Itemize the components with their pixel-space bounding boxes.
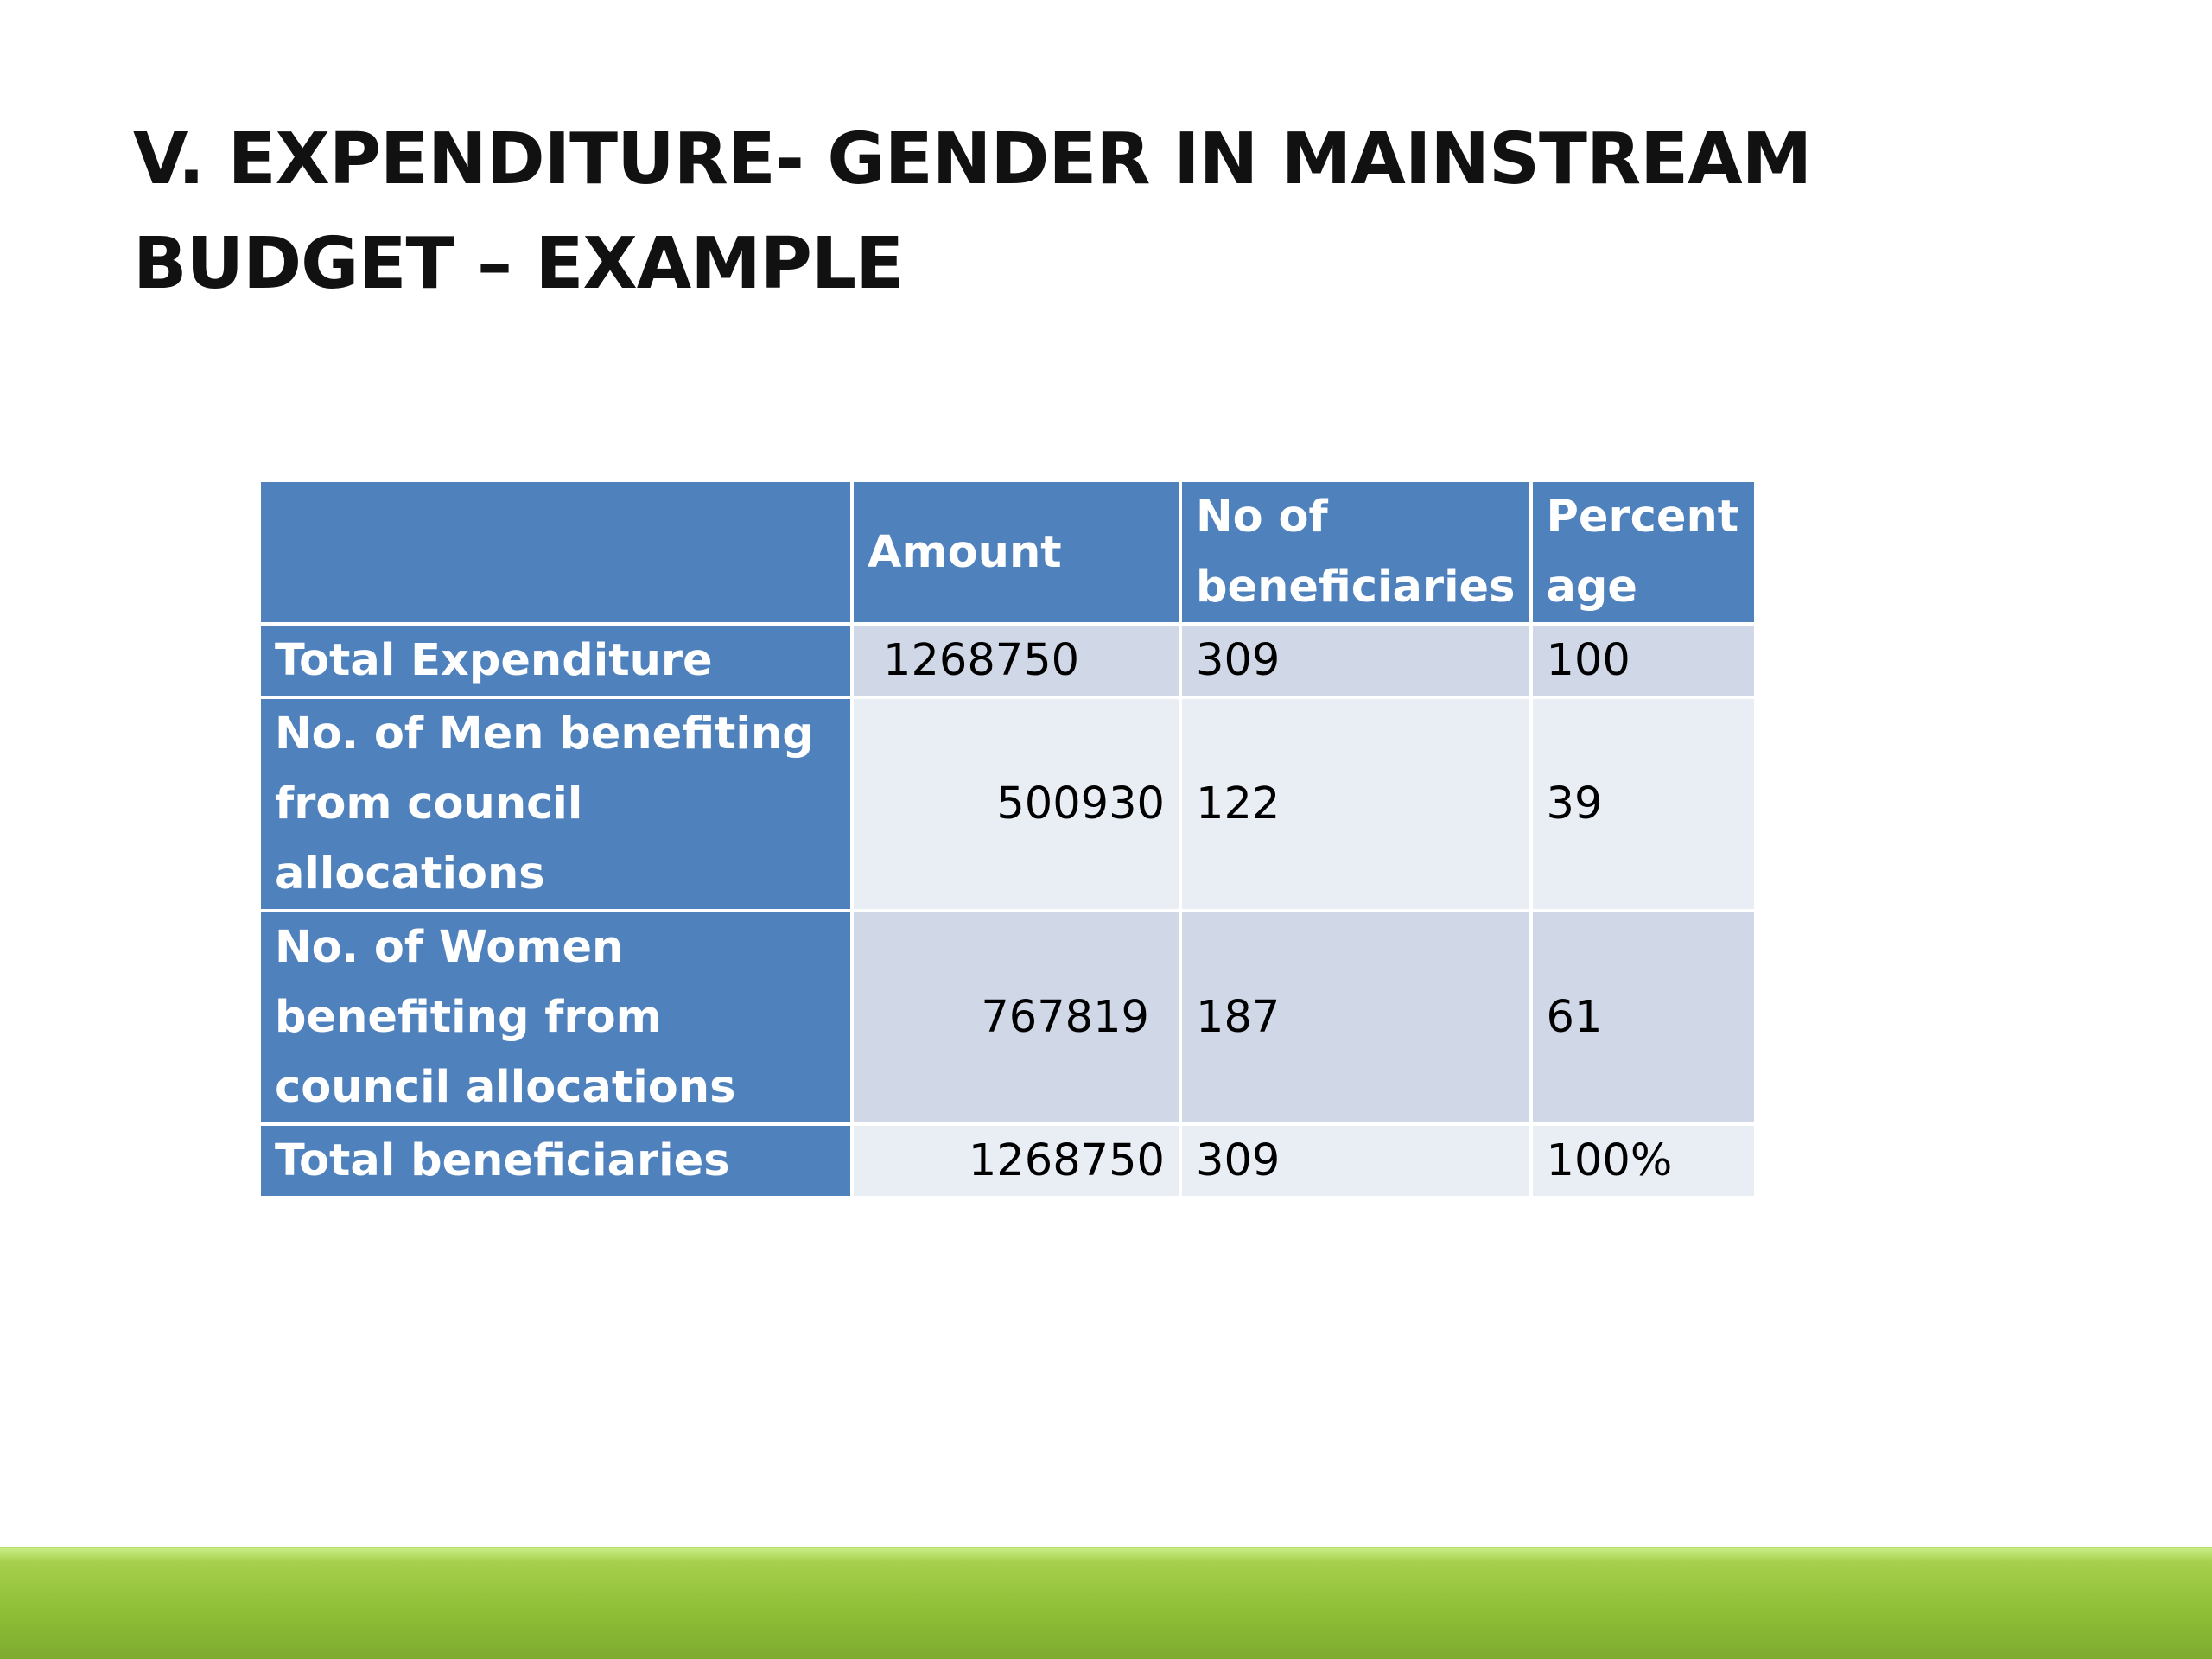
row-label: Total Expenditure [257, 622, 854, 699]
table-row: Total beneficiaries 1268750 309 100% [257, 1122, 1758, 1199]
cell-beneficiaries: 122 [1179, 696, 1533, 912]
table-row: No. of Men benefiting from council alloc… [257, 696, 1758, 912]
cell-beneficiaries: 309 [1179, 622, 1533, 699]
cell-beneficiaries: 187 [1179, 909, 1533, 1126]
header-beneficiaries: No of beneficiaries [1179, 479, 1533, 626]
cell-beneficiaries: 309 [1179, 1122, 1533, 1199]
table-header-row: Amount No of beneficiaries Percent age [257, 479, 1758, 626]
footer-bar [0, 1547, 2212, 1659]
cell-amount: 1268750 [850, 1122, 1182, 1199]
table-row: No. of Women benefiting from council all… [257, 909, 1758, 1126]
expenditure-table: Amount No of beneficiaries Percent age T… [257, 479, 1758, 1199]
cell-percentage: 100 [1529, 622, 1758, 699]
cell-percentage: 100% [1529, 1122, 1758, 1199]
cell-amount: 500930 [850, 696, 1182, 912]
cell-amount: 767819 [850, 909, 1182, 1126]
cell-percentage: 61 [1529, 909, 1758, 1126]
row-label: No. of Women benefiting from council all… [257, 909, 854, 1126]
header-empty [257, 479, 854, 626]
row-label: Total beneficiaries [257, 1122, 854, 1199]
row-label: No. of Men benefiting from council alloc… [257, 696, 854, 912]
slide-title: V. EXPENDITURE- GENDER IN MAINSTREAM BUD… [133, 118, 1812, 305]
cell-amount: 1268750 [850, 622, 1182, 699]
cell-percentage: 39 [1529, 696, 1758, 912]
table-row: Total Expenditure 1268750 309 100 [257, 622, 1758, 699]
header-amount: Amount [850, 479, 1182, 626]
header-percentage: Percent age [1529, 479, 1758, 626]
